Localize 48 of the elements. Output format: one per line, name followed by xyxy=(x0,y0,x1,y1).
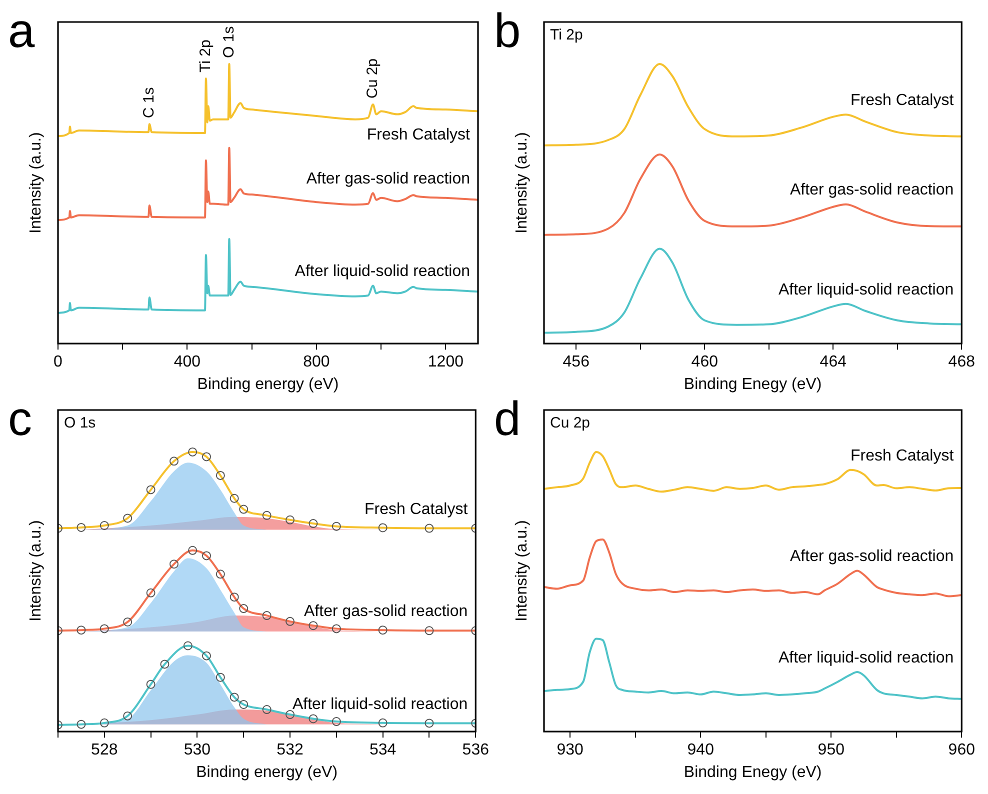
annotation: O 1s xyxy=(220,26,238,58)
chart-subtitle: Cu 2p xyxy=(550,414,590,432)
x-tick-label: 536 xyxy=(462,742,490,759)
y-axis-title: Intensity (a.u.) xyxy=(27,520,44,622)
series-label: After gas-solid reaction xyxy=(790,548,954,566)
annotation: Ti 2p xyxy=(197,40,214,72)
x-axis-title: Binding Enegy (eV) xyxy=(684,376,822,393)
x-tick-label: 468 xyxy=(948,354,976,371)
series-label: After liquid-solid reaction xyxy=(292,696,468,714)
x-tick-label: 800 xyxy=(303,354,330,371)
x-tick-label: 960 xyxy=(948,742,976,759)
series-label: After gas-solid reaction xyxy=(306,170,470,188)
x-axis-title: Binding energy (eV) xyxy=(197,376,339,393)
x-tick-label: 400 xyxy=(174,354,201,371)
x-tick-label: 534 xyxy=(369,742,396,759)
series-label: After liquid-solid reaction xyxy=(778,281,954,298)
y-axis-title: Intensity (a.u.) xyxy=(27,132,44,234)
x-tick-label: 528 xyxy=(91,742,118,759)
series-label: After liquid-solid reaction xyxy=(294,263,470,280)
chart-subtitle: Ti 2p xyxy=(550,26,583,44)
x-tick-label: 930 xyxy=(556,742,584,759)
x-axis-title: Binding energy (eV) xyxy=(196,764,338,781)
chart-title: c xyxy=(8,393,32,446)
series-label: Fresh Catalyst xyxy=(364,500,468,518)
x-tick-label: 1200 xyxy=(428,354,464,371)
chart-title: d xyxy=(494,393,521,446)
series-label: Fresh Catalyst xyxy=(850,92,954,109)
y-axis-title: Intensity (a.u.) xyxy=(513,520,530,622)
x-tick-label: 0 xyxy=(54,354,63,371)
chart-title: a xyxy=(8,5,35,58)
series-label: After gas-solid reaction xyxy=(304,603,468,620)
chart-title: b xyxy=(494,5,521,58)
annotation: Cu 2p xyxy=(364,58,382,98)
annotation: C 1s xyxy=(140,87,158,118)
x-tick-label: 532 xyxy=(276,742,304,759)
x-tick-label: 460 xyxy=(691,354,718,371)
chart-subtitle: O 1s xyxy=(64,414,96,432)
x-axis-title: Binding Enegy (eV) xyxy=(684,764,822,781)
series-label: After liquid-solid reaction xyxy=(778,649,954,666)
y-axis-title: Intensity (a.u.) xyxy=(513,132,530,234)
x-tick-label: 464 xyxy=(820,354,847,371)
series-label: After gas-solid reaction xyxy=(790,182,954,199)
x-tick-label: 530 xyxy=(184,742,211,759)
x-tick-label: 940 xyxy=(687,742,714,759)
series-label: Fresh Catalyst xyxy=(366,126,471,144)
x-tick-label: 456 xyxy=(562,354,590,371)
x-tick-label: 950 xyxy=(818,742,845,759)
series-label: Fresh Catalyst xyxy=(850,447,954,464)
